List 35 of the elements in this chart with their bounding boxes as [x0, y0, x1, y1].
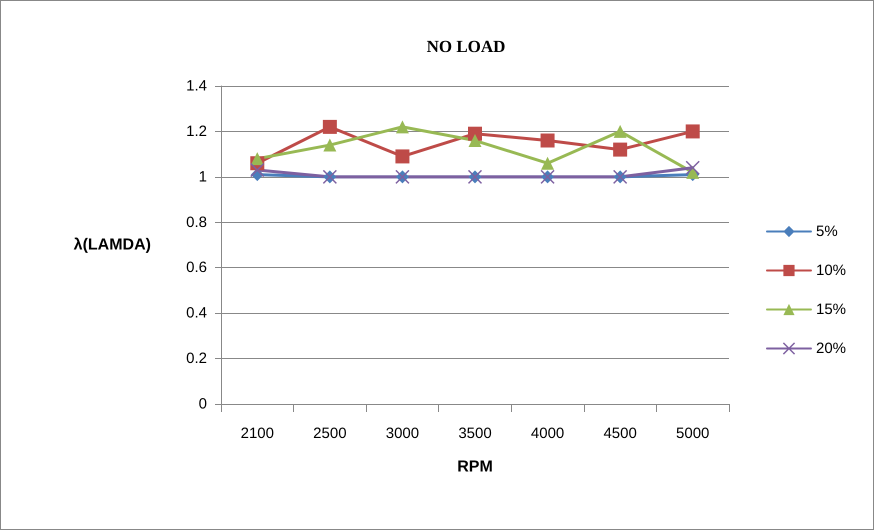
y-tick-label: 0.2	[186, 350, 207, 368]
point	[614, 124, 627, 138]
point	[541, 156, 554, 170]
point	[250, 152, 264, 166]
legend-label: 20%	[816, 340, 846, 357]
y-tick-label: 1	[198, 168, 207, 186]
y-tick-label: 0.6	[186, 259, 207, 276]
point	[613, 142, 628, 157]
point	[685, 160, 700, 176]
point	[323, 138, 336, 152]
point	[322, 120, 337, 134]
point	[250, 162, 265, 178]
point	[396, 120, 409, 134]
x-tick-label: 4500	[603, 425, 637, 442]
point	[686, 124, 700, 138]
y-tick-label: 1.4	[186, 78, 207, 94]
y-tick-label: 0.8	[186, 214, 207, 231]
x-tick-label: 2500	[313, 425, 347, 442]
x-tick-label: 2100	[240, 425, 274, 442]
chart-title: NO LOAD	[426, 37, 506, 56]
y-axis-title: λ(LAMDA)	[74, 236, 151, 254]
x-axis-title: RPM	[457, 458, 493, 476]
y-tick-label: 0.4	[186, 304, 207, 322]
x-tick-label: 3000	[386, 425, 420, 442]
x-tick-label: 5000	[676, 425, 710, 442]
legend-label: 15%	[816, 301, 846, 318]
legend-label: 10%	[816, 262, 846, 279]
point	[540, 134, 555, 148]
x-tick-label: 3500	[458, 425, 492, 442]
point	[395, 149, 410, 164]
x-tick-label: 4000	[530, 425, 564, 442]
y-tick-label: 1.2	[186, 122, 207, 140]
legend-label: 5%	[816, 223, 838, 240]
point	[468, 134, 482, 148]
y-tick-label: 0	[198, 396, 207, 412]
